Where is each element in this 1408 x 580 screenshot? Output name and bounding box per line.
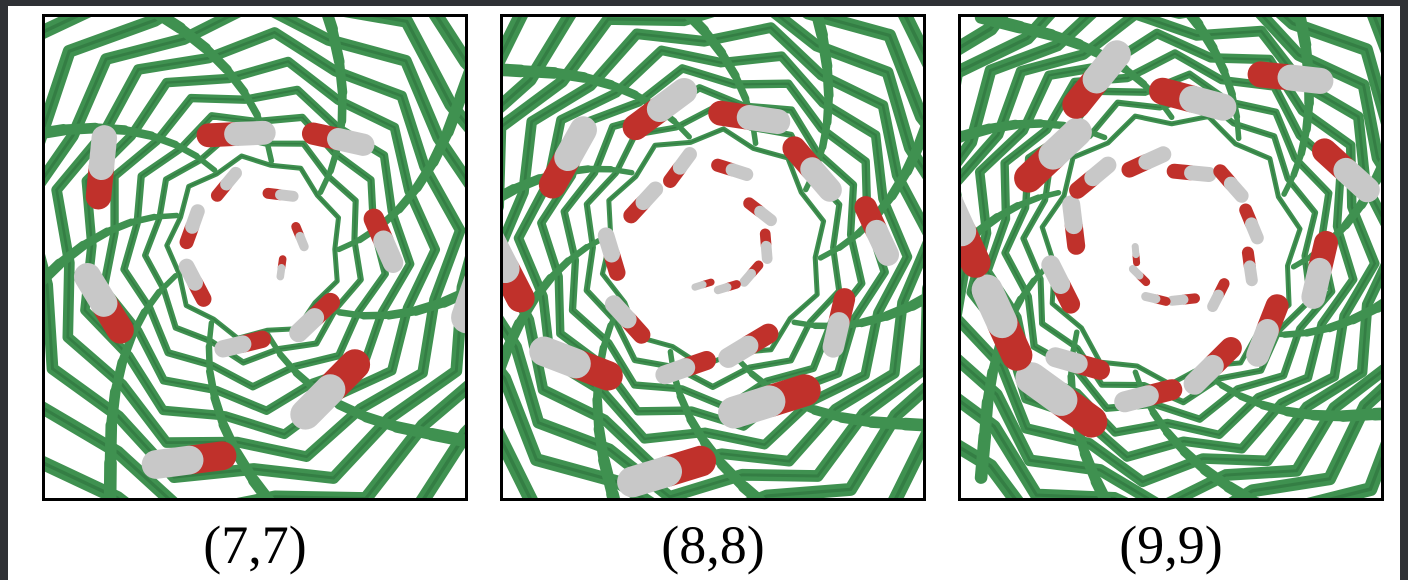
panel-label-8-8: (8,8) xyxy=(661,515,765,575)
figure: (7,7) (8,8) (9,9) xyxy=(8,6,1400,580)
nanotube-8-8-illustration xyxy=(503,17,923,498)
panel-label-9-9: (9,9) xyxy=(1119,515,1223,575)
panel-9-9 xyxy=(958,14,1384,501)
nanotube-9-9-illustration xyxy=(961,17,1381,498)
panel-8-8 xyxy=(500,14,926,501)
panel-label-7-7: (7,7) xyxy=(203,515,307,575)
nanotube-7-7-illustration xyxy=(45,17,465,498)
panel-7-7 xyxy=(42,14,468,501)
